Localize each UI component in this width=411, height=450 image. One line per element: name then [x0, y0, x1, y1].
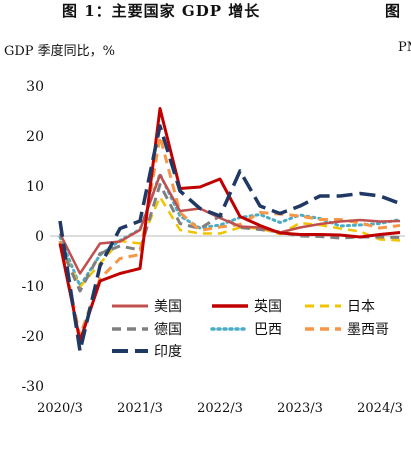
series-line: [58, 135, 401, 338]
y-tick-label: 10: [26, 179, 44, 195]
y-tick-label: 30: [26, 79, 44, 95]
y-tick-label: -10: [21, 279, 44, 295]
y-axis-label: GDP 季度同比，%: [4, 44, 116, 59]
series-line: [58, 173, 401, 275]
x-tick-label: 2022/3: [197, 401, 243, 416]
y-tick-label: 0: [35, 229, 44, 245]
y-tick-label: 20: [26, 129, 44, 145]
x-tick-label: 2023/3: [277, 401, 323, 416]
legend-label: 美国: [154, 299, 182, 315]
x-tick-label: 2020/3: [37, 401, 83, 416]
x-tick-label: 2024/3: [357, 401, 403, 416]
y-tick-label: -20: [21, 329, 44, 345]
y-tick-label: -30: [21, 379, 44, 395]
legend-label: 德国: [154, 322, 182, 338]
legend-label: 印度: [154, 344, 182, 360]
legend-label: 墨西哥: [347, 322, 389, 338]
legend-label: 英国: [254, 298, 282, 315]
adjacent-figure-title-fragment: 图: [385, 2, 401, 20]
series-line: [58, 124, 401, 353]
x-tick-label: 2021/3: [117, 401, 163, 416]
legend-label: 巴西: [254, 322, 282, 338]
adjacent-axis-label-fragment: PM: [398, 40, 411, 55]
legend-label: 日本: [347, 299, 375, 315]
figure-title: 图 1：主要国家 GDP 增长: [62, 2, 261, 20]
